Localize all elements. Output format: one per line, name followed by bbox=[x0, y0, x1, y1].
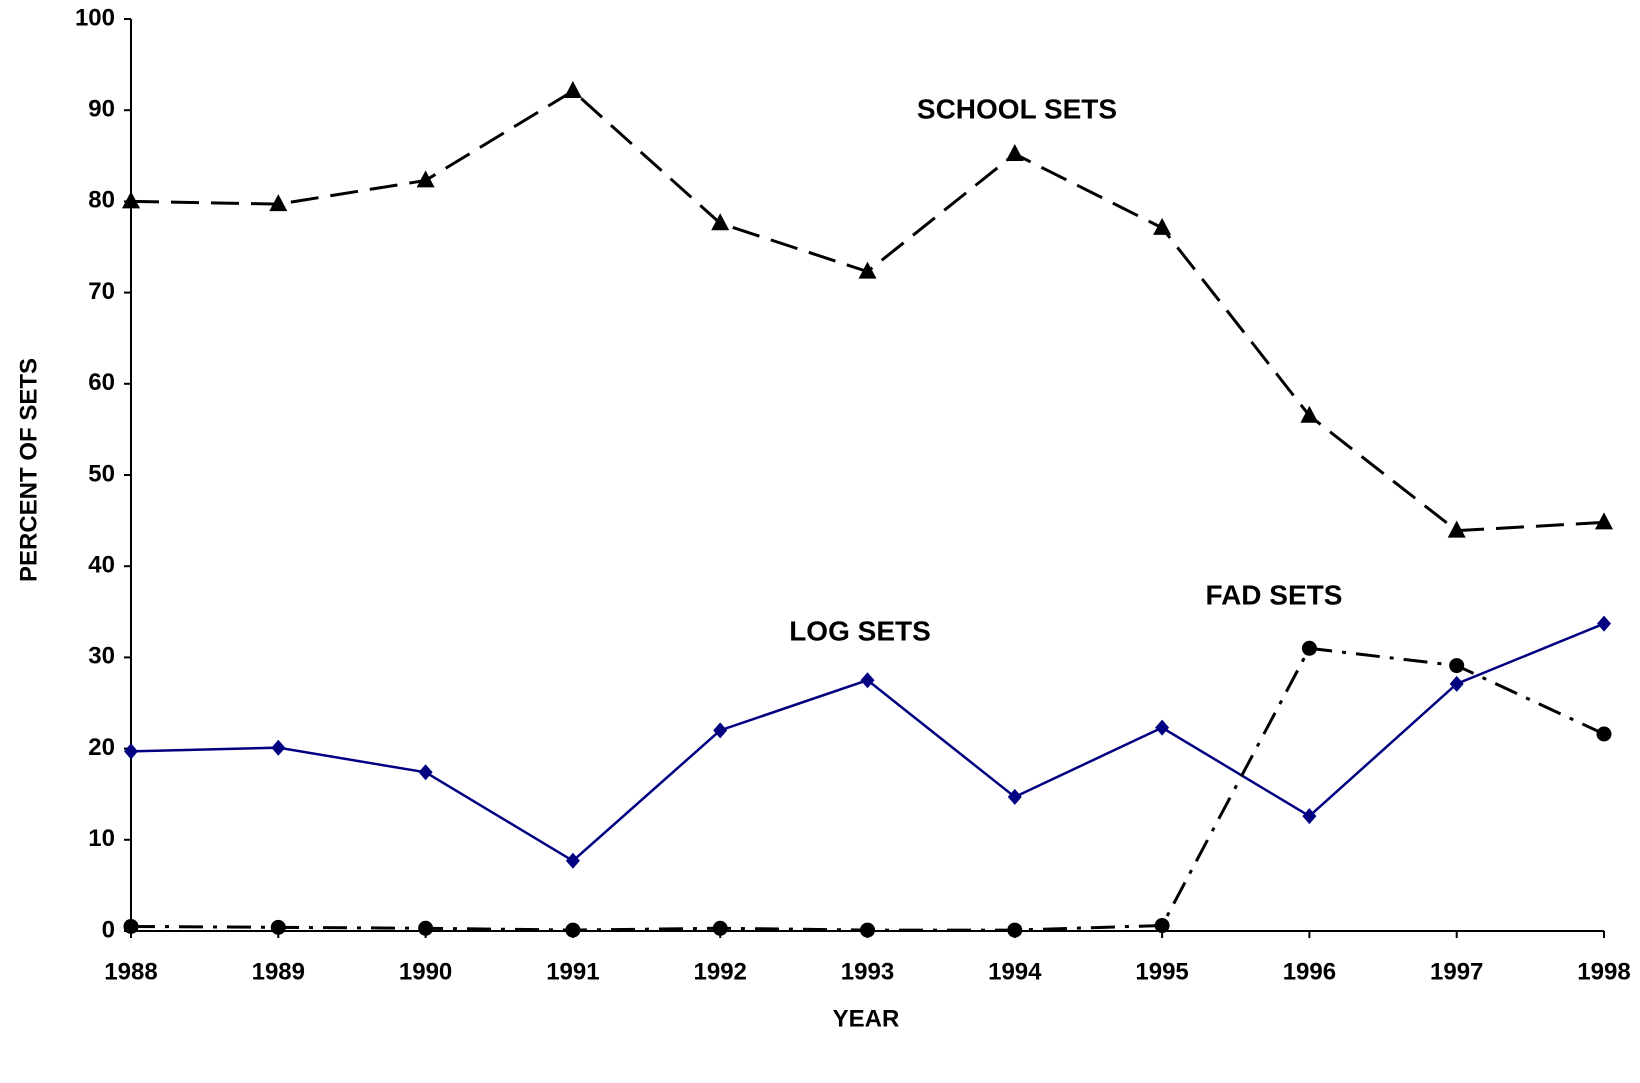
y-tick-label: 10 bbox=[88, 825, 115, 852]
triangle-marker bbox=[858, 261, 877, 279]
diamond-marker bbox=[1449, 675, 1464, 692]
y-tick-label: 70 bbox=[88, 278, 115, 305]
circle-marker bbox=[1301, 640, 1317, 656]
circle-marker bbox=[1154, 918, 1170, 934]
y-tick-label: 20 bbox=[88, 734, 115, 761]
x-tick-label: 1991 bbox=[546, 958, 599, 985]
triangle-marker bbox=[711, 213, 730, 231]
x-tick-label: 1992 bbox=[694, 958, 747, 985]
series-label: LOG SETS bbox=[789, 615, 931, 646]
triangle-marker bbox=[122, 191, 140, 209]
triangle-marker bbox=[416, 170, 435, 188]
triangle-marker bbox=[1005, 143, 1024, 161]
circle-marker bbox=[1007, 922, 1023, 938]
diamond-marker bbox=[271, 739, 286, 756]
diamond-marker bbox=[418, 764, 433, 781]
circle-marker bbox=[418, 920, 434, 936]
circle-marker bbox=[712, 920, 728, 936]
x-tick-label: 1994 bbox=[988, 958, 1042, 985]
circle-marker bbox=[270, 919, 286, 935]
diamond-marker bbox=[124, 743, 138, 760]
x-tick-label: 1993 bbox=[841, 958, 894, 985]
y-tick-label: 80 bbox=[88, 187, 115, 214]
triangle-marker bbox=[1153, 217, 1172, 235]
x-tick-label: 1990 bbox=[399, 958, 452, 985]
triangle-marker bbox=[1595, 512, 1613, 530]
y-tick-label: 40 bbox=[88, 552, 115, 579]
circle-marker bbox=[1596, 726, 1612, 742]
x-tick-label: 1988 bbox=[104, 958, 157, 985]
x-tick-label: 1996 bbox=[1283, 958, 1336, 985]
circle-marker bbox=[1449, 658, 1465, 674]
x-tick-label: 1998 bbox=[1577, 958, 1630, 985]
diamond-marker bbox=[713, 722, 728, 739]
y-tick-label: 0 bbox=[102, 916, 115, 943]
series-line bbox=[130, 89, 1605, 533]
y-tick-label: 50 bbox=[88, 460, 115, 487]
diamond-marker bbox=[860, 672, 875, 689]
triangle-marker bbox=[269, 194, 288, 212]
diamond-marker bbox=[565, 852, 580, 869]
circle-marker bbox=[565, 922, 581, 938]
diamond-marker bbox=[1302, 808, 1317, 825]
triangle-marker bbox=[1300, 405, 1319, 423]
diamond-marker bbox=[1597, 615, 1611, 632]
triangle-marker bbox=[563, 81, 582, 99]
x-axis-title: YEAR bbox=[833, 1005, 900, 1032]
series-line bbox=[130, 646, 1605, 932]
diamond-marker bbox=[1155, 719, 1170, 736]
y-tick-label: 60 bbox=[88, 369, 115, 396]
circle-marker bbox=[860, 922, 875, 938]
series-label: SCHOOL SETS bbox=[917, 93, 1117, 124]
x-tick-label: 1989 bbox=[252, 958, 305, 985]
y-tick-label: 30 bbox=[88, 643, 115, 670]
y-axis-title: PERCENT OF SETS bbox=[15, 358, 42, 582]
triangle-marker bbox=[1447, 520, 1466, 538]
y-tick-label: 90 bbox=[88, 96, 115, 123]
x-tick-label: 1995 bbox=[1135, 958, 1188, 985]
series-line bbox=[130, 622, 1605, 863]
diamond-marker bbox=[1007, 788, 1022, 805]
series-label: FAD SETS bbox=[1206, 579, 1343, 610]
x-tick-label: 1997 bbox=[1430, 958, 1483, 985]
circle-marker bbox=[123, 918, 139, 934]
y-tick-label: 100 bbox=[75, 4, 115, 31]
